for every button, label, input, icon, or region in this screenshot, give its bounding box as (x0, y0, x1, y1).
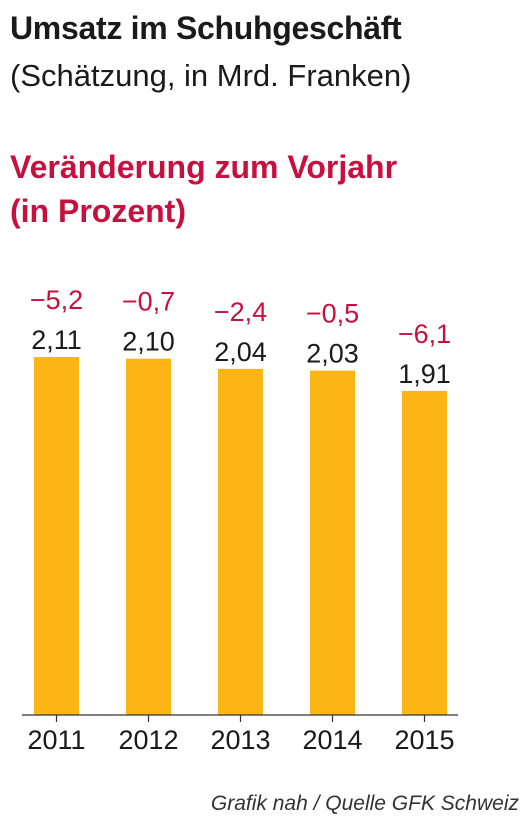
x-tick-label-2015: 2015 (394, 725, 454, 755)
change-label-2014: −0,5 (306, 299, 359, 329)
change-label-2015: −6,1 (398, 319, 451, 349)
x-tick-label-2013: 2013 (210, 725, 270, 755)
x-tick-label-2014: 2014 (302, 725, 362, 755)
bar-2014 (310, 370, 355, 715)
x-tick-label-2012: 2012 (118, 725, 178, 755)
source-credit: Grafik nah / Quelle GFK Schweiz (210, 792, 519, 815)
bar-2015 (402, 390, 447, 715)
bar-2012 (126, 358, 171, 715)
value-label-2014: 2,03 (306, 339, 359, 369)
x-tick-label-2011: 2011 (27, 725, 85, 755)
chart-title: Umsatz im Schuhgeschäft (10, 10, 402, 46)
value-label-2011: 2,11 (31, 325, 82, 355)
change-label-2012: −0,7 (122, 287, 175, 317)
chart-subtitle: (Schätzung, in Mrd. Franken) (10, 58, 412, 93)
bar-2011 (34, 357, 79, 715)
bar-2013 (218, 368, 263, 715)
value-label-2013: 2,04 (214, 337, 267, 367)
value-label-2012: 2,10 (122, 327, 175, 357)
value-label-2015: 1,91 (398, 359, 451, 389)
change-label-2011: −5,2 (30, 285, 83, 315)
change-series-title: Veränderung zum Vorjahr (in Prozent) (10, 149, 398, 229)
change-label-2013: −2,4 (214, 297, 267, 327)
bar-chart: 2,11 −5,2 2011 2,10 −0,7 2012 2,04 −2,4 2013 2,03… (22, 285, 458, 755)
